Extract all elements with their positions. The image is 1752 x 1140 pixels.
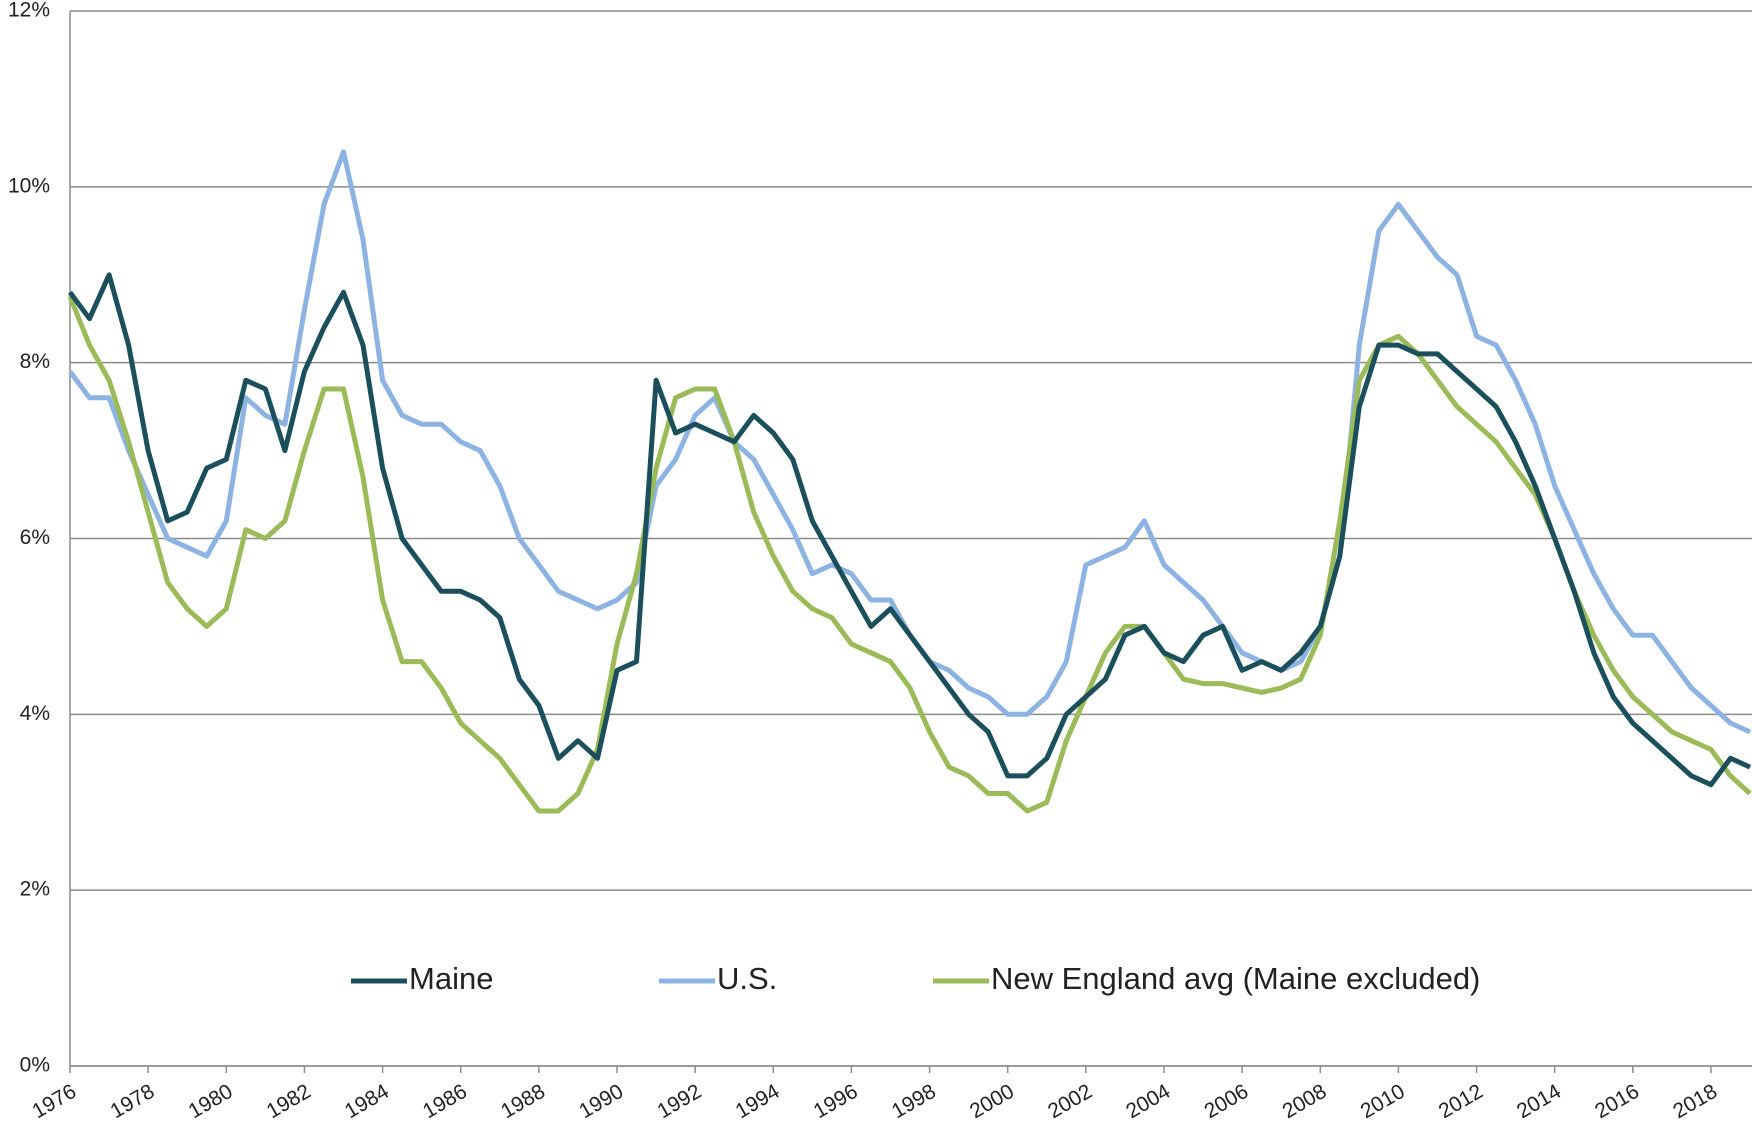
x-tick-label: 1982 (263, 1080, 315, 1123)
y-tick-label: 6% (20, 526, 50, 549)
x-tick-label: 2018 (1669, 1080, 1721, 1123)
legend-label: Maine (409, 961, 493, 996)
x-tick-label: 2016 (1591, 1080, 1643, 1123)
x-tick-label: 1990 (575, 1080, 627, 1123)
x-tick-label: 2002 (1044, 1080, 1096, 1123)
y-tick-label: 2% (20, 878, 50, 901)
x-tick-label: 2014 (1513, 1080, 1565, 1123)
y-tick-label: 4% (20, 702, 50, 725)
x-tick-label: 1988 (497, 1080, 549, 1123)
x-tick-label: 1992 (653, 1080, 705, 1123)
y-tick-label: 0% (20, 1054, 50, 1077)
x-tick-label: 2010 (1357, 1080, 1409, 1123)
x-tick-label: 2004 (1122, 1080, 1174, 1123)
x-tick-label: 1984 (341, 1080, 393, 1123)
y-tick-label: 8% (20, 350, 50, 373)
legend-label: New England avg (Maine excluded) (991, 961, 1480, 996)
x-tick-label: 1998 (888, 1080, 940, 1123)
x-tick-label: 2008 (1279, 1080, 1331, 1123)
x-tick-label: 1980 (185, 1080, 237, 1123)
series-line (67, 272, 1752, 788)
legend-label: U.S. (717, 961, 777, 996)
x-tick-label: 2012 (1435, 1080, 1487, 1123)
y-tick-label: 10% (8, 174, 50, 197)
y-tick-label: 12% (8, 0, 50, 22)
x-tick-label: 1976 (28, 1080, 80, 1123)
x-tick-label: 1996 (810, 1080, 862, 1123)
x-tick-label: 2006 (1200, 1080, 1252, 1123)
x-tick-label: 1994 (732, 1080, 784, 1123)
x-tick-label: 2000 (966, 1080, 1018, 1123)
series-line (67, 295, 1752, 814)
x-tick-label: 1978 (106, 1080, 158, 1123)
x-tick-label: 1986 (419, 1080, 471, 1123)
